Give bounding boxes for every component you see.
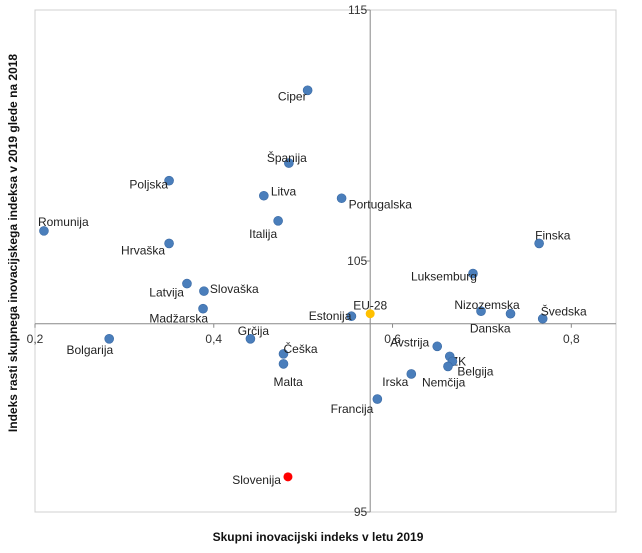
point-label-finska: Finska [535,228,571,242]
x-tick-label: 0,4 [205,332,222,346]
point-francija [372,394,383,404]
point-romunija [39,226,49,236]
point-hrvaska [164,238,174,249]
point-finska [534,238,544,249]
point-label-irska: Irska [382,375,408,389]
y-tick-label: 115 [348,3,367,17]
point-label-ciper: Ciper [278,89,307,103]
point-svedska [537,313,548,324]
plot-area-border [34,9,617,513]
point-label-nizozemska: Nizozemska [454,298,520,312]
data-points: Ciper Španija Poljska Litva Portugalska Itali… [38,85,587,487]
point-label-madzarska: Madžarska [149,312,208,326]
point-label-bolgarija: Bolgarija [66,343,113,357]
point-bolgarija [104,334,114,344]
x-tick-label: 0,8 [563,332,580,346]
point-label-svedska: Švedska [541,304,587,319]
point-eu-28 [365,309,375,319]
point-litva [259,190,269,201]
point-ciper [302,85,313,96]
point-grcija [245,334,256,344]
point-label-danska: Danska [470,322,511,336]
point-label-poljska: Poljska [129,178,168,192]
point-label-italija: Italija [249,227,277,241]
point-label-ceska: Češka [283,341,317,356]
point-label-nemcija: Nemčija [422,375,466,389]
point-label-grcija: Grčija [238,324,270,338]
point-label-estonija: Estonija [309,309,352,323]
point-slovenija [283,472,293,482]
point-ceska [278,349,289,359]
point-label-romunija: Romunija [38,215,89,229]
point-label-slovenija: Slovenija [232,473,281,487]
point-irska [406,369,417,379]
point-label-malta: Malta [273,375,303,389]
point-slovaska [199,286,209,296]
point-italija [273,216,283,226]
x-tick-label: 0,6 [384,332,401,346]
point-label-luksemburg: Luksemburg [411,270,477,284]
y-tick-label: 105 [347,254,367,268]
point-portugalska [336,193,347,204]
point-estonija [346,311,357,322]
point-label-portugalska: Portugalska [349,197,413,211]
point-label-hrvaska: Hrvaška [121,243,165,257]
point-malta [278,359,289,369]
point-avstrija [432,341,443,352]
y-tick-label: 95 [354,505,368,519]
point-label-eu-28: EU-28 [353,299,387,313]
x-axis-title: Skupni inovacijski indeks v letu 2019 [213,530,424,544]
tick-labels: 0,2 0,4 0,6 0,8 95 105 115 [27,3,580,519]
point-label-litva: Litva [271,185,297,199]
point-label-avstrija: Avstrija [390,335,429,349]
point-label-latvija: Latvija [149,286,184,300]
point-nizozemska [476,306,486,317]
point-nemcija [443,361,453,372]
y-axis-title: Indeks rasti skupnega inovacijskega inde… [6,54,20,433]
point-latvija [182,278,192,289]
point-label-slovaska: Slovaška [210,282,259,296]
point-poljska [164,175,174,186]
point-danska [505,308,516,319]
point-madzarska [198,303,208,314]
point-luksemburg [468,268,478,279]
point-label-francija: Francija [331,402,374,416]
point-label-belgija: Belgija [457,364,493,378]
x-tick-label: 0,2 [27,332,44,346]
point-spanija [284,158,294,168]
point-label-spanija: Španija [267,150,307,165]
